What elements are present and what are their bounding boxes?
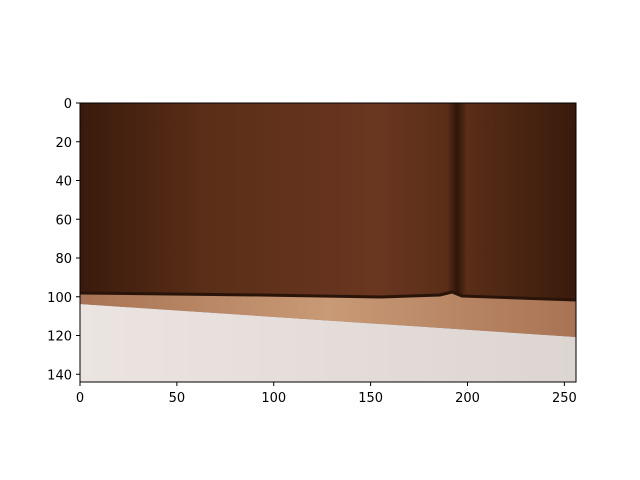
counter-edge-shadow bbox=[80, 290, 576, 302]
floor-region bbox=[80, 304, 576, 382]
y-tick-label: 140 bbox=[47, 368, 72, 383]
y-tick-label: 100 bbox=[47, 291, 72, 306]
x-tick-label: 0 bbox=[76, 391, 84, 406]
y-tick-label: 80 bbox=[55, 252, 72, 267]
y-tick-label: 40 bbox=[55, 175, 72, 190]
y-tick-label: 0 bbox=[64, 97, 72, 112]
x-tick-label: 150 bbox=[358, 391, 383, 406]
y-axis: 0 20 40 60 80 100 120 140 bbox=[47, 97, 80, 383]
x-tick-label: 200 bbox=[455, 391, 480, 406]
axes-frame bbox=[79, 102, 577, 383]
x-tick-label: 50 bbox=[169, 391, 186, 406]
y-tick-label: 60 bbox=[55, 213, 72, 228]
x-tick-label: 100 bbox=[261, 391, 286, 406]
counter-edge-region bbox=[80, 291, 576, 337]
y-tick-label: 120 bbox=[47, 330, 72, 345]
y-tick-label: 20 bbox=[55, 136, 72, 151]
x-axis: 0 50 100 150 200 250 bbox=[76, 382, 577, 406]
image-panel bbox=[80, 103, 576, 382]
x-tick-label: 250 bbox=[552, 391, 577, 406]
